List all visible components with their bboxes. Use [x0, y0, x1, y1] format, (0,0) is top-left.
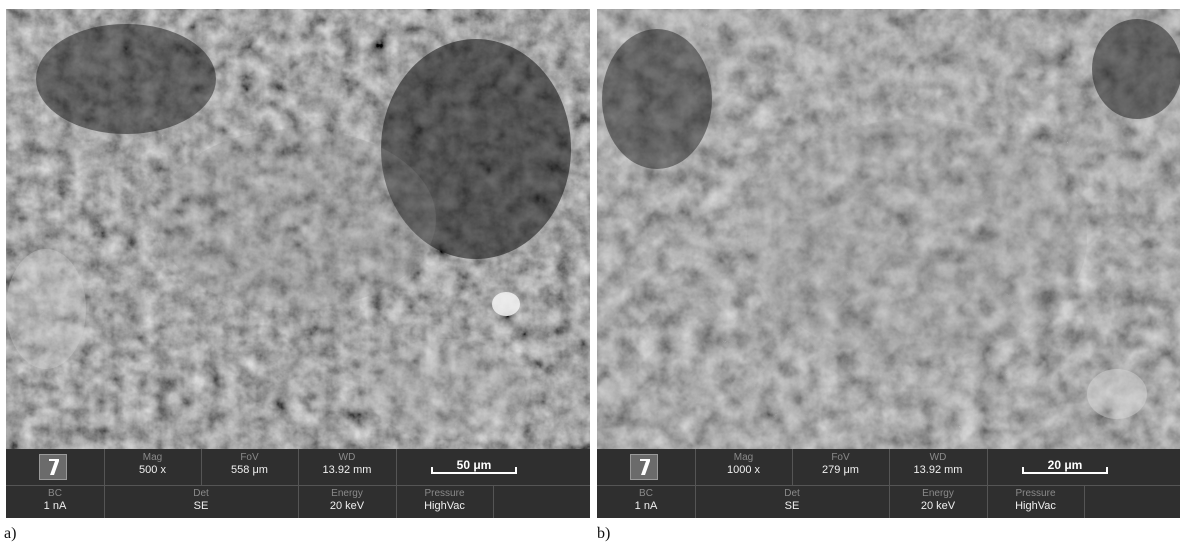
sem-databar-b: Mag 1000 x FoV 279 μm WD 13.92 mm 20 μm …	[597, 449, 1180, 518]
fov-label: FoV	[240, 452, 259, 463]
fov-value: 558 μm	[231, 464, 268, 476]
mag-value: 1000 x	[726, 464, 761, 476]
bc-label: BC	[639, 488, 653, 499]
mag-label: Mag	[142, 452, 163, 463]
sem-panel-b: Mag 1000 x FoV 279 μm WD 13.92 mm 20 μm …	[597, 9, 1180, 518]
det-label: Det	[193, 488, 209, 499]
wd-value: 13.92 mm	[322, 464, 372, 476]
bc-value: 1 nA	[43, 500, 67, 512]
fov-value: 279 μm	[822, 464, 859, 476]
energy-value: 20 keV	[329, 500, 365, 512]
instrument-logo-icon	[39, 454, 67, 480]
caption-b: b)	[597, 525, 611, 542]
instrument-logo-icon	[630, 454, 658, 480]
det-value: SE	[784, 500, 800, 512]
scale-bar-a: 50 μm	[419, 455, 529, 477]
pressure-value: HighVac	[1015, 500, 1056, 512]
scale-bar-b: 20 μm	[1010, 455, 1120, 477]
pressure-value: HighVac	[424, 500, 465, 512]
det-label: Det	[784, 488, 800, 499]
sem-panel-a: Mag 500 x FoV 558 μm WD 13.92 mm 50 μm B…	[6, 9, 590, 518]
sem-databar-a: Mag 500 x FoV 558 μm WD 13.92 mm 50 μm B…	[6, 449, 590, 518]
wd-label: WD	[338, 452, 356, 463]
micrograph-texture-a	[6, 9, 590, 449]
scale-bar-label: 50 μm	[456, 458, 492, 472]
det-value: SE	[193, 500, 209, 512]
fov-label: FoV	[831, 452, 850, 463]
caption-a: a)	[4, 525, 17, 542]
scale-bar-label: 20 μm	[1047, 458, 1083, 472]
bc-label: BC	[48, 488, 62, 499]
energy-label: Energy	[922, 488, 954, 499]
sem-micrograph-a	[6, 9, 590, 449]
sem-micrograph-b	[597, 9, 1180, 449]
bc-value: 1 nA	[634, 500, 658, 512]
micrograph-texture-b	[597, 9, 1180, 449]
wd-value: 13.92 mm	[913, 464, 963, 476]
energy-value: 20 keV	[920, 500, 956, 512]
mag-value: 500 x	[139, 464, 166, 476]
wd-label: WD	[929, 452, 947, 463]
mag-label: Mag	[733, 452, 754, 463]
pressure-label: Pressure	[1015, 488, 1056, 499]
pressure-label: Pressure	[424, 488, 465, 499]
energy-label: Energy	[331, 488, 363, 499]
